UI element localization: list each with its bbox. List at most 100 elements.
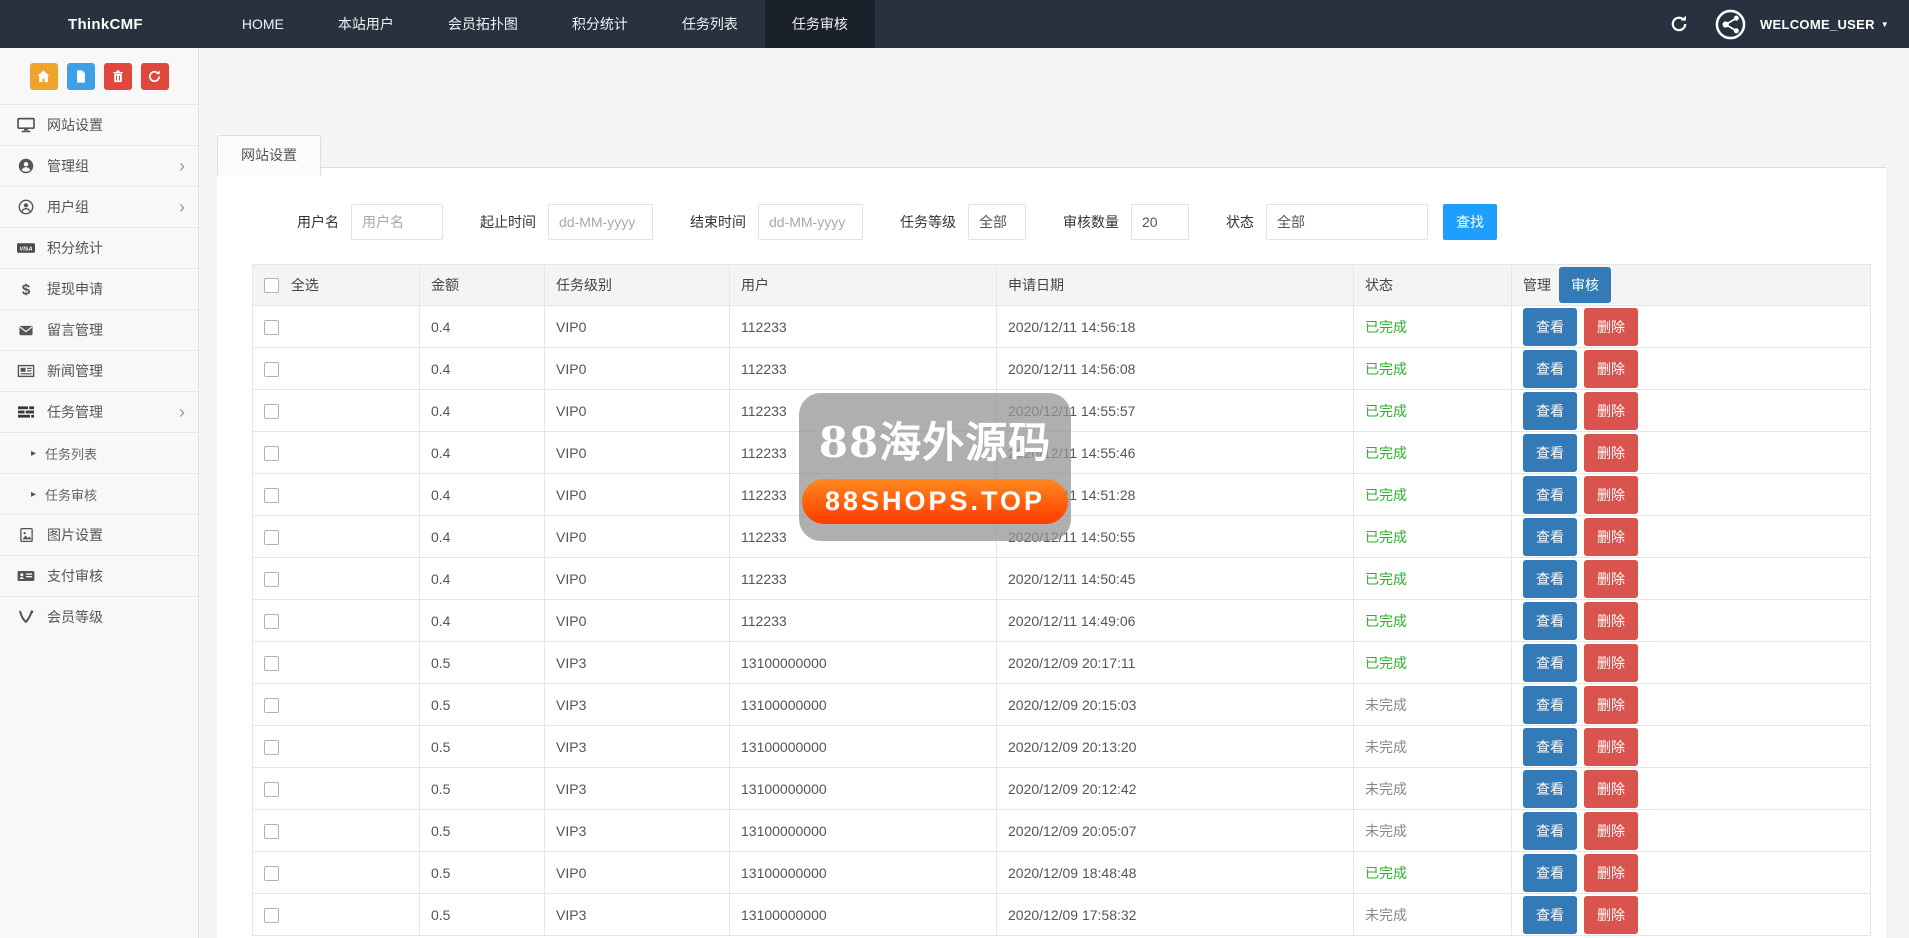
sidebar-item[interactable]: 新闻管理	[0, 350, 198, 391]
user-avatar-icon[interactable]	[1715, 9, 1746, 40]
user-dropdown[interactable]: WELCOME_USER ▼	[1760, 17, 1889, 32]
sidebar-item[interactable]: 图片设置	[0, 514, 198, 555]
view-button[interactable]: 查看	[1523, 391, 1577, 430]
file-icon[interactable]	[66, 63, 95, 90]
row-checkbox[interactable]	[264, 571, 279, 587]
status-badge: 未完成	[1365, 906, 1407, 923]
amount-cell: 0.5	[419, 893, 545, 936]
delete-button[interactable]: 删除	[1584, 433, 1638, 472]
delete-button[interactable]: 删除	[1584, 349, 1638, 388]
end-time-input[interactable]	[758, 204, 863, 240]
sidebar-item[interactable]: ▸ 任务审核	[0, 473, 198, 514]
table-row: 0.5 VIP3 13100000000 2020/12/09 20:05:07 未完成…	[252, 809, 1871, 852]
row-checkbox[interactable]	[264, 361, 279, 377]
view-button[interactable]: 查看	[1523, 349, 1577, 388]
delete-button[interactable]: 删除	[1584, 601, 1638, 640]
view-button[interactable]: 查看	[1523, 433, 1577, 472]
sidebar-item[interactable]: 支付审核	[0, 555, 198, 596]
sidebar-item[interactable]: 用户组 ›	[0, 186, 198, 227]
delete-button[interactable]: 删除	[1584, 517, 1638, 556]
row-checkbox[interactable]	[264, 655, 279, 671]
row-checkbox[interactable]	[264, 697, 279, 713]
nav-item[interactable]: HOME	[241, 16, 284, 32]
row-checkbox[interactable]	[264, 613, 279, 629]
view-button[interactable]: 查看	[1523, 559, 1577, 598]
sidebar-item[interactable]: 网站设置	[0, 104, 198, 145]
level-cell: VIP0	[544, 473, 730, 516]
view-button[interactable]: 查看	[1523, 811, 1577, 850]
brand-logo[interactable]: ThinkCMF	[68, 15, 143, 33]
home-icon[interactable]	[29, 63, 58, 90]
refresh-icon[interactable]	[1669, 14, 1689, 34]
amount-cell: 0.4	[419, 557, 545, 600]
status-badge: 已完成	[1365, 486, 1407, 503]
review-button[interactable]: 审核	[1559, 267, 1611, 303]
row-checkbox[interactable]	[264, 781, 279, 797]
view-button[interactable]: 查看	[1523, 769, 1577, 808]
review-count-input[interactable]	[1131, 204, 1189, 240]
search-button[interactable]: 查找	[1443, 204, 1497, 240]
filter-bar: 用户名 起止时间 结束时间 任务等级 审核数量 状态	[217, 168, 1886, 240]
delete-button[interactable]: 删除	[1584, 307, 1638, 346]
sidebar-item[interactable]: 管理组 ›	[0, 145, 198, 186]
watermark-badge: 88SHOPS.TOP	[801, 479, 1069, 524]
sidebar-item[interactable]: 留言管理	[0, 309, 198, 350]
status-badge: 未完成	[1365, 696, 1407, 713]
delete-button[interactable]: 删除	[1584, 769, 1638, 808]
view-button[interactable]: 查看	[1523, 853, 1577, 892]
svg-text:$: $	[22, 281, 31, 297]
delete-button[interactable]: 删除	[1584, 727, 1638, 766]
row-checkbox[interactable]	[264, 907, 279, 923]
status-input[interactable]	[1266, 204, 1428, 240]
delete-button[interactable]: 删除	[1584, 853, 1638, 892]
nav-item[interactable]: 任务列表	[681, 16, 738, 32]
view-button[interactable]: 查看	[1523, 727, 1577, 766]
sidebar-item[interactable]: VISA 积分统计	[0, 227, 198, 268]
task-level-input[interactable]	[968, 204, 1026, 240]
nav-item[interactable]: 积分统计	[571, 16, 628, 32]
view-button[interactable]: 查看	[1523, 895, 1577, 934]
nav-item[interactable]: 任务审核	[764, 0, 875, 48]
delete-button[interactable]: 删除	[1584, 559, 1638, 598]
delete-button[interactable]: 删除	[1584, 895, 1638, 934]
user-cell: 13100000000	[729, 851, 997, 894]
sidebar-item[interactable]: ▸ 任务列表	[0, 432, 198, 473]
select-all-checkbox[interactable]	[264, 277, 279, 293]
username-input[interactable]	[351, 204, 443, 240]
visa-icon: VISA	[17, 240, 35, 257]
delete-button[interactable]: 删除	[1584, 685, 1638, 724]
view-button[interactable]: 查看	[1523, 307, 1577, 346]
delete-button[interactable]: 删除	[1584, 811, 1638, 850]
start-time-input[interactable]	[548, 204, 653, 240]
delete-button[interactable]: 删除	[1584, 643, 1638, 682]
delete-button[interactable]: 删除	[1584, 391, 1638, 430]
view-button[interactable]: 查看	[1523, 517, 1577, 556]
row-checkbox[interactable]	[264, 403, 279, 419]
sidebar-item[interactable]: 任务管理 ›	[0, 391, 198, 432]
row-checkbox[interactable]	[264, 319, 279, 335]
view-button[interactable]: 查看	[1523, 475, 1577, 514]
sidebar-item[interactable]: $ 提现申请	[0, 268, 198, 309]
sidebar-item[interactable]: 会员等级	[0, 596, 198, 637]
delete-button[interactable]: 删除	[1584, 475, 1638, 514]
row-checkbox[interactable]	[264, 529, 279, 545]
row-checkbox[interactable]	[264, 487, 279, 503]
status-badge: 已完成	[1365, 318, 1407, 335]
nav-item[interactable]: 本站用户	[337, 16, 394, 32]
tab-site-settings[interactable]: 网站设置	[217, 135, 321, 176]
content-panel: 用户名 起止时间 结束时间 任务等级 审核数量 状态	[217, 168, 1886, 938]
row-checkbox[interactable]	[264, 865, 279, 881]
nav-item[interactable]: 会员拓扑图	[447, 16, 518, 32]
user-header: 用户	[729, 264, 997, 306]
view-button[interactable]: 查看	[1523, 685, 1577, 724]
row-checkbox[interactable]	[264, 445, 279, 461]
status-cell: 已完成	[1353, 641, 1512, 684]
amount-cell: 0.5	[419, 683, 545, 726]
row-checkbox[interactable]	[264, 739, 279, 755]
amount-cell: 0.4	[419, 473, 545, 516]
row-checkbox[interactable]	[264, 823, 279, 839]
view-button[interactable]: 查看	[1523, 601, 1577, 640]
view-button[interactable]: 查看	[1523, 643, 1577, 682]
recycle-icon[interactable]	[140, 63, 169, 90]
trash-icon[interactable]	[103, 63, 132, 90]
